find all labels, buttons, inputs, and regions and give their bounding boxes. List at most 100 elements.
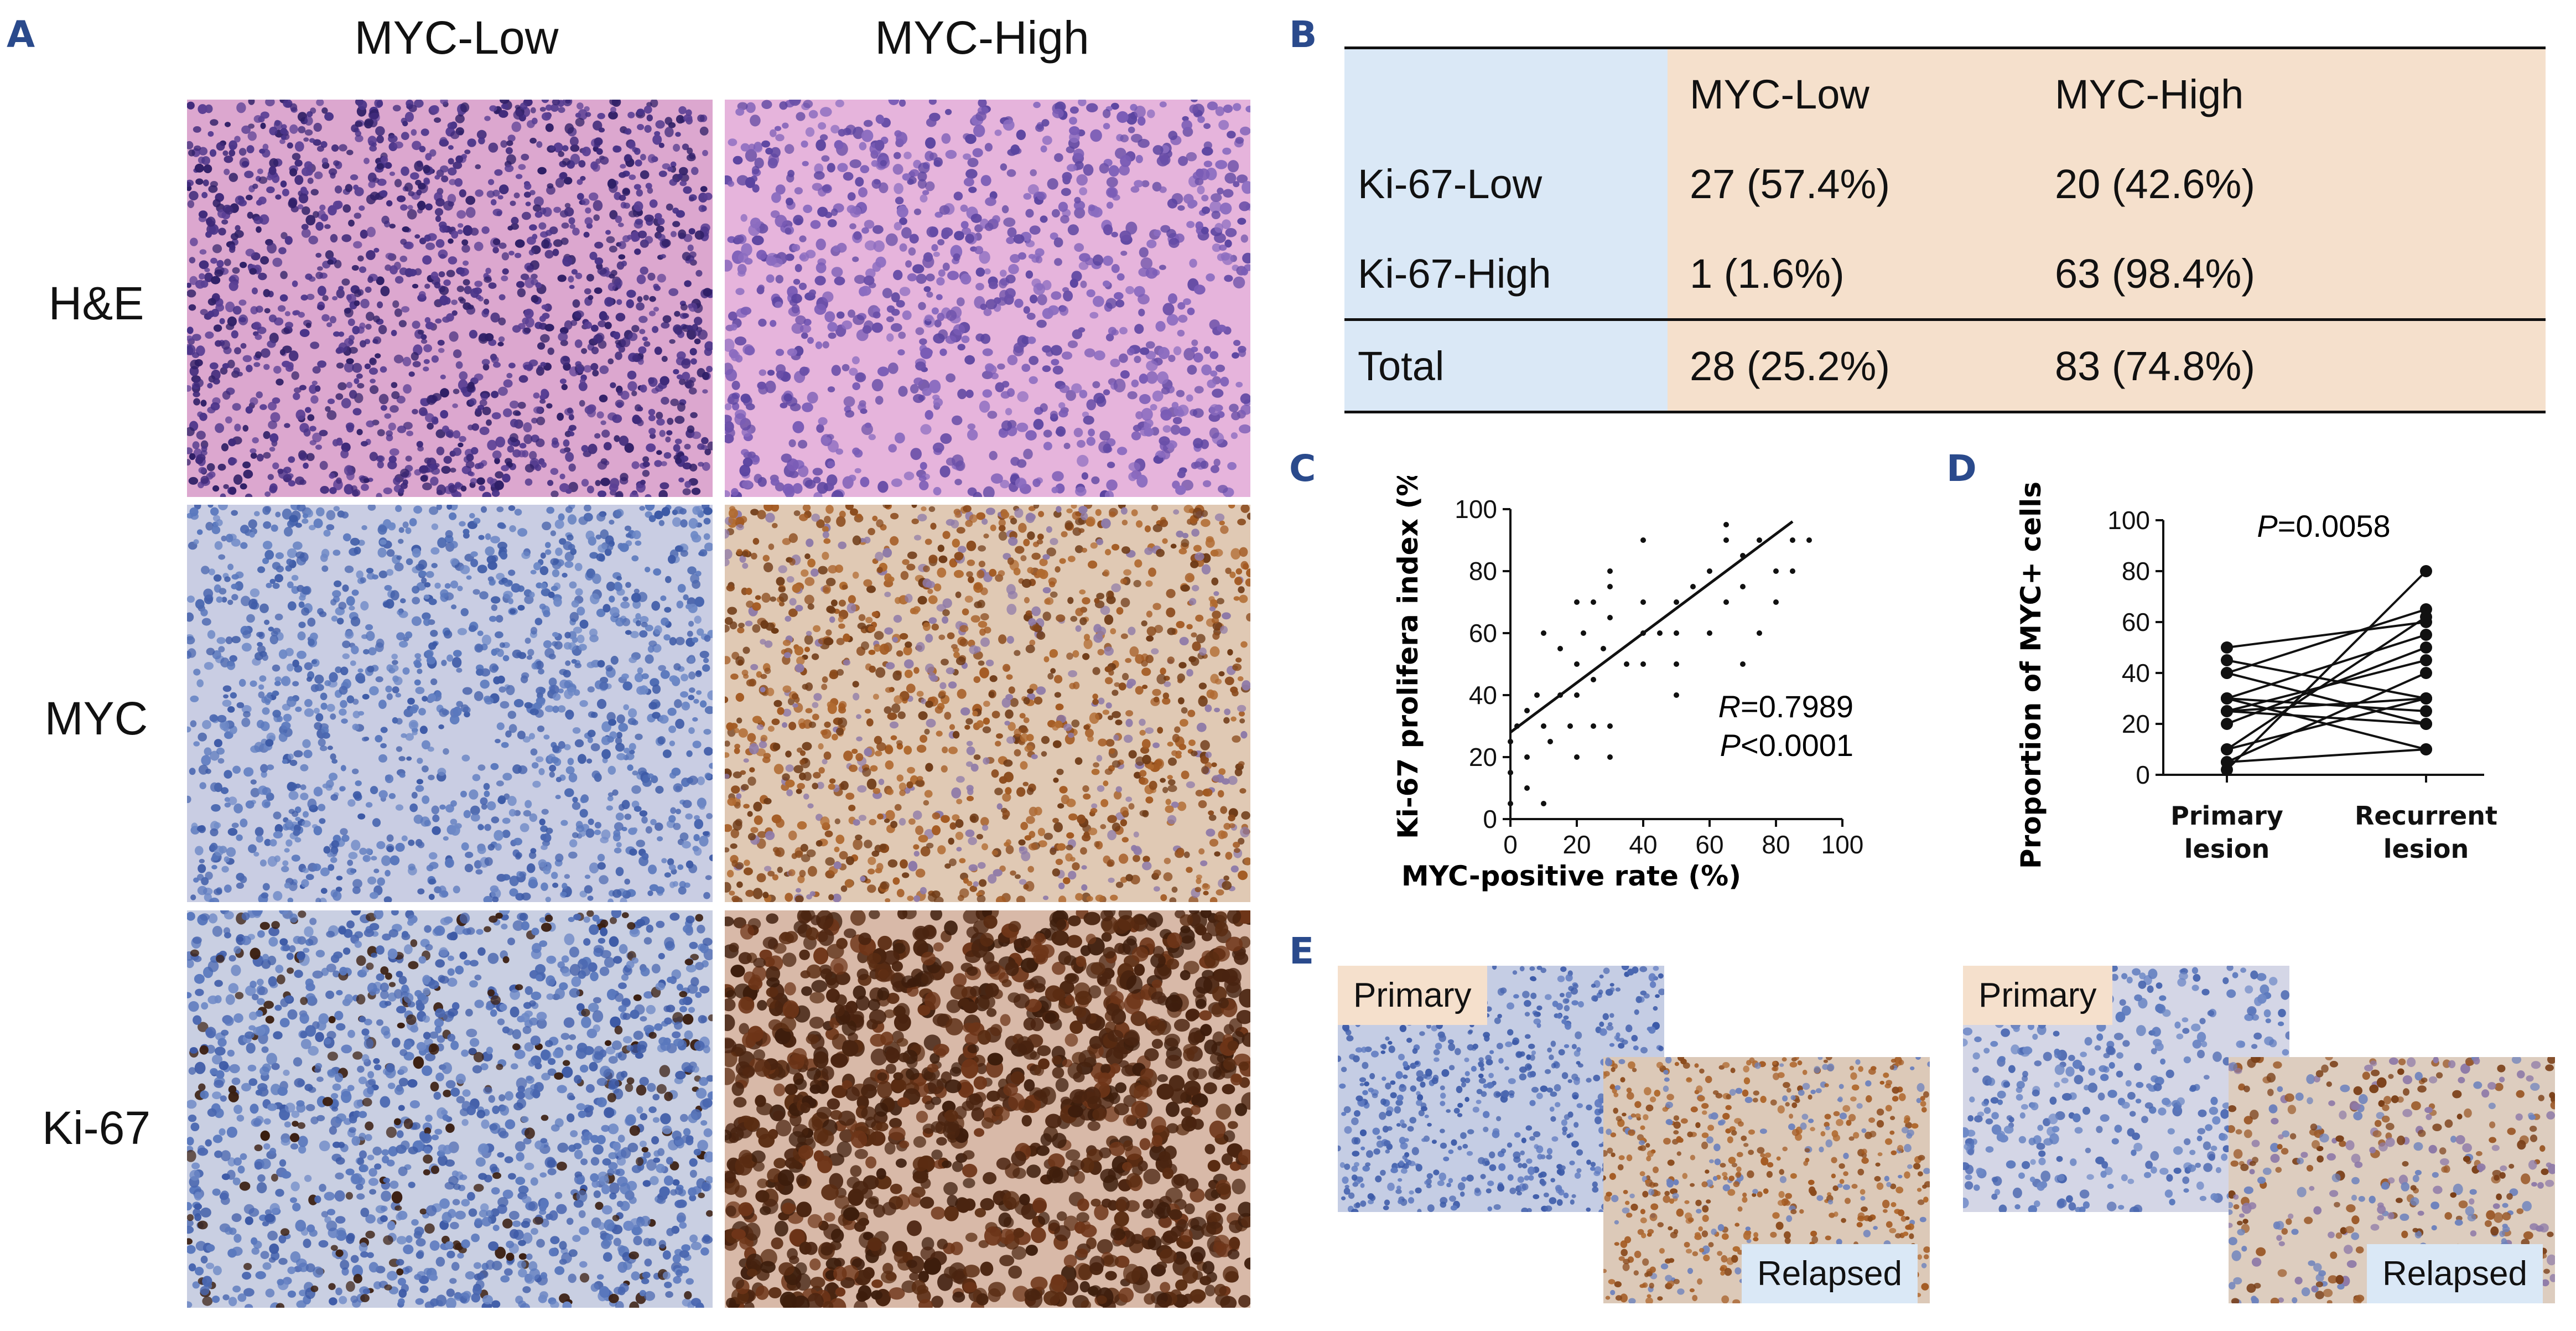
- p-value: <0.0001: [1741, 728, 1853, 763]
- table-cell: 83 (74.8%): [2033, 318, 2546, 413]
- x-tick-label: 0: [1503, 830, 1518, 859]
- category-label-recurrent-line1: Recurrent: [2355, 801, 2497, 831]
- scatter-point: [1657, 630, 1663, 636]
- recurrent-point: [2420, 565, 2432, 577]
- scatter-point: [1723, 522, 1729, 527]
- scatter-point: [1607, 584, 1613, 589]
- paired-line: [2226, 621, 2427, 649]
- paired-line: [2226, 672, 2427, 763]
- column-title-myc-low: MYC-Low: [354, 12, 559, 64]
- p-value: =0.0058: [2278, 509, 2391, 543]
- scatter-point: [1790, 568, 1795, 574]
- panel-label-e: E: [1289, 930, 1315, 972]
- x-tick-label: 100: [1821, 830, 1864, 859]
- row-label-ki67: Ki-67: [41, 1102, 151, 1154]
- r-annotation: R=0.7989: [1718, 689, 1853, 724]
- recurrent-point: [2420, 641, 2432, 654]
- scatter-point: [1707, 568, 1712, 574]
- scatter-point: [1674, 692, 1679, 698]
- r-symbol: R: [1718, 689, 1741, 724]
- label-relapsed-1: Relapsed: [1742, 1244, 1918, 1303]
- y-tick-label: 100: [1455, 495, 1497, 524]
- paired-line: [2226, 616, 2427, 750]
- scatter-point: [1757, 630, 1762, 636]
- table-header-cell: MYC-Low: [1668, 46, 2033, 139]
- scatter-point: [1773, 568, 1779, 574]
- y-tick-label: 0: [1483, 805, 1497, 833]
- primary-point: [2221, 654, 2233, 666]
- scatter-point: [1574, 692, 1580, 698]
- scatter-point: [1674, 630, 1679, 636]
- scatter-point: [1541, 630, 1546, 636]
- myc-ki67-contingency-table: MYC-Low MYC-High Ki-67-Low 27 (57.4%) 20…: [1344, 46, 2546, 413]
- table-header-cell: MYC-High: [2033, 46, 2546, 139]
- recurrent-point: [2420, 654, 2432, 666]
- paired-line: [2226, 697, 2427, 750]
- category-label-primary-line2: lesion: [2184, 834, 2269, 864]
- table-header-row: MYC-Low MYC-High: [1344, 46, 2546, 139]
- micrograph-he-myc-low: [187, 100, 713, 497]
- y-tick-label: 40: [2122, 659, 2150, 687]
- table-cell: 1 (1.6%): [1668, 229, 2033, 320]
- scatter-point: [1624, 661, 1629, 667]
- table-cell: 20 (42.6%): [2033, 139, 2546, 229]
- scatter-point: [1607, 723, 1613, 729]
- primary-point: [2221, 718, 2233, 730]
- paired-line-chart-myc-proportion: 0 20 40 60 80 100 Proportion of MYC+ cells P=…: [2015, 481, 2497, 869]
- row-label-myc: MYC: [44, 692, 148, 744]
- scatter-point: [1524, 785, 1530, 791]
- y-tick-label: 80: [1469, 557, 1497, 586]
- primary-point: [2221, 743, 2233, 755]
- primary-point: [2221, 756, 2233, 768]
- x-tick-label: 80: [1762, 830, 1790, 859]
- table-row-label: Total: [1344, 318, 1668, 413]
- scatter-point: [1607, 615, 1613, 620]
- p-annotation: P=0.0058: [2257, 509, 2390, 543]
- scatter-point: [1574, 599, 1580, 605]
- y-tick-label: 100: [2107, 506, 2150, 535]
- scatter-point: [1508, 801, 1513, 806]
- scatter-chart-myc-vs-ki67: 0 20 40 60 80 100 0 20 40 60 80 100 MYC-positive ra…: [1392, 476, 1864, 892]
- scatter-point: [1541, 723, 1546, 729]
- scatter-point: [1690, 584, 1696, 589]
- paired-line: [2226, 748, 2427, 763]
- scatter-point: [1640, 661, 1646, 667]
- scatter-point: [1707, 630, 1712, 636]
- y-tick-label: 60: [2122, 608, 2150, 636]
- panel-label-d: D: [1946, 447, 1977, 490]
- primary-point: [2221, 705, 2233, 717]
- scatter-point: [1508, 770, 1513, 775]
- recurrent-point: [2420, 629, 2432, 641]
- x-axis-label: MYC-positive rate (%): [1401, 860, 1741, 892]
- table-cell: 27 (57.4%): [1668, 139, 2033, 229]
- row-label-he: H&E: [48, 277, 144, 329]
- recurrent-point: [2420, 718, 2432, 730]
- scatter-point: [1757, 537, 1762, 543]
- paired-line: [2226, 570, 2427, 771]
- p-symbol: P: [1720, 728, 1741, 763]
- primary-point: [2221, 667, 2233, 679]
- x-tick-label: 20: [1562, 830, 1591, 859]
- scatter-point: [1547, 739, 1553, 744]
- recurrent-point: [2420, 667, 2432, 679]
- scatter-point: [1790, 537, 1795, 543]
- x-tick-label: 60: [1695, 830, 1723, 859]
- table-row: Ki-67-High 1 (1.6%) 63 (98.4%): [1344, 229, 2546, 320]
- scatter-point: [1601, 646, 1606, 651]
- recurrent-point: [2420, 692, 2432, 705]
- primary-point: [2221, 692, 2233, 705]
- y-tick-label: 60: [1469, 619, 1497, 648]
- scatter-point: [1591, 599, 1596, 605]
- micrograph-ki67-low: [187, 910, 713, 1308]
- p-symbol: P: [2257, 509, 2277, 543]
- y-axis-label: Ki-67 prolifera index (%): [1392, 476, 1424, 839]
- table-cell: 28 (25.2%): [1668, 318, 2033, 413]
- y-tick-label: 40: [1469, 681, 1497, 709]
- category-label-primary-line1: Primary: [2170, 801, 2283, 831]
- scatter-point: [1607, 568, 1613, 574]
- y-axis-label: Proportion of MYC+ cells: [2015, 481, 2047, 869]
- recurrent-point: [2420, 610, 2432, 623]
- y-tick-label: 20: [1469, 743, 1497, 771]
- scatter-point: [1557, 646, 1563, 651]
- table-row: Total 28 (25.2%) 83 (74.8%): [1344, 318, 2546, 413]
